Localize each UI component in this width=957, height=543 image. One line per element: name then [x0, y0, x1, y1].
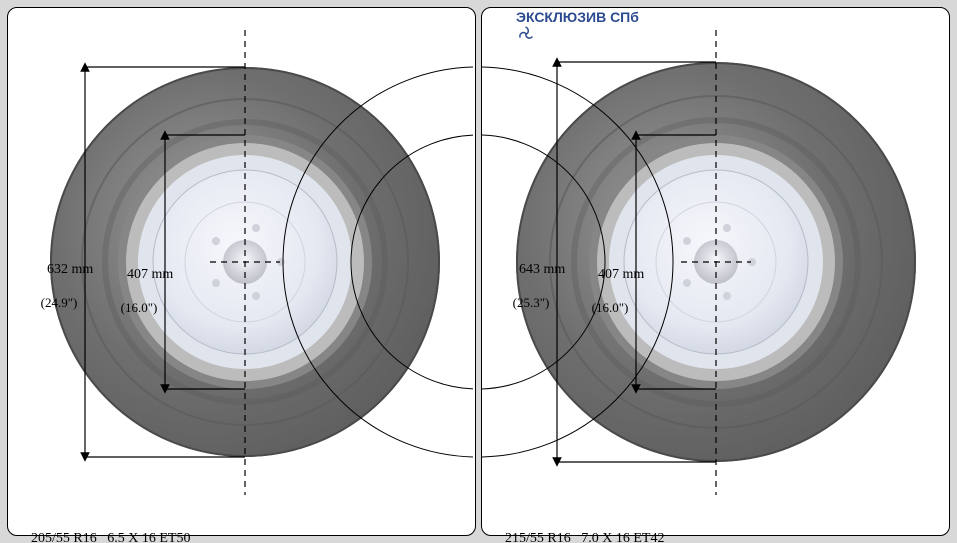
- right-inner-in: (16.0"): [584, 300, 636, 316]
- right-tire-spec: 215/55 R16: [505, 531, 571, 543]
- watermark-icon: [494, 8, 512, 26]
- right-outer-mm: 643 mm: [519, 262, 565, 277]
- left-caption: 205/55 R16 6.5 X 16 ET50: [17, 514, 190, 543]
- left-outer-dim-label: 632 mm (24.9"): [33, 245, 85, 345]
- left-inner-in: (16.0"): [113, 300, 165, 316]
- right-caption: 215/55 R16 7.0 X 16 ET42: [491, 514, 664, 543]
- left-inner-mm: 407 mm: [127, 267, 173, 282]
- watermark-text: ЭКСКЛЮЗИВ СПб: [516, 9, 639, 26]
- left-wheel-spec: 6.5 X 16 ET50: [107, 531, 190, 543]
- left-inner-dim-label: 407 mm (16.0"): [113, 250, 165, 350]
- right-inner-dim-label: 407 mm (16.0"): [584, 250, 636, 350]
- watermark: ЭКСКЛЮЗИВ СПб: [494, 8, 639, 26]
- right-outer-in: (25.3"): [505, 295, 557, 311]
- left-outer-in: (24.9"): [33, 295, 85, 311]
- left-tire-spec: 205/55 R16: [31, 531, 97, 543]
- right-wheel-spec: 7.0 X 16 ET42: [581, 531, 664, 543]
- right-inner-mm: 407 mm: [598, 267, 644, 282]
- right-outer-dim-label: 643 mm (25.3"): [505, 245, 557, 345]
- left-outer-mm: 632 mm: [47, 262, 93, 277]
